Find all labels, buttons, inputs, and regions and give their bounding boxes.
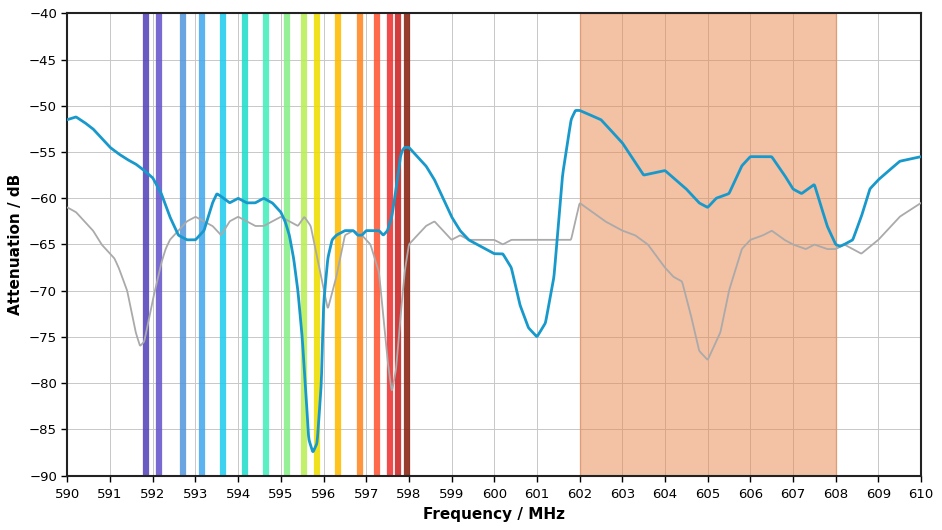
X-axis label: Frequency / MHz: Frequency / MHz (423, 507, 565, 522)
Y-axis label: Attenuation / dB: Attenuation / dB (8, 174, 24, 315)
Bar (579, 13, 836, 475)
